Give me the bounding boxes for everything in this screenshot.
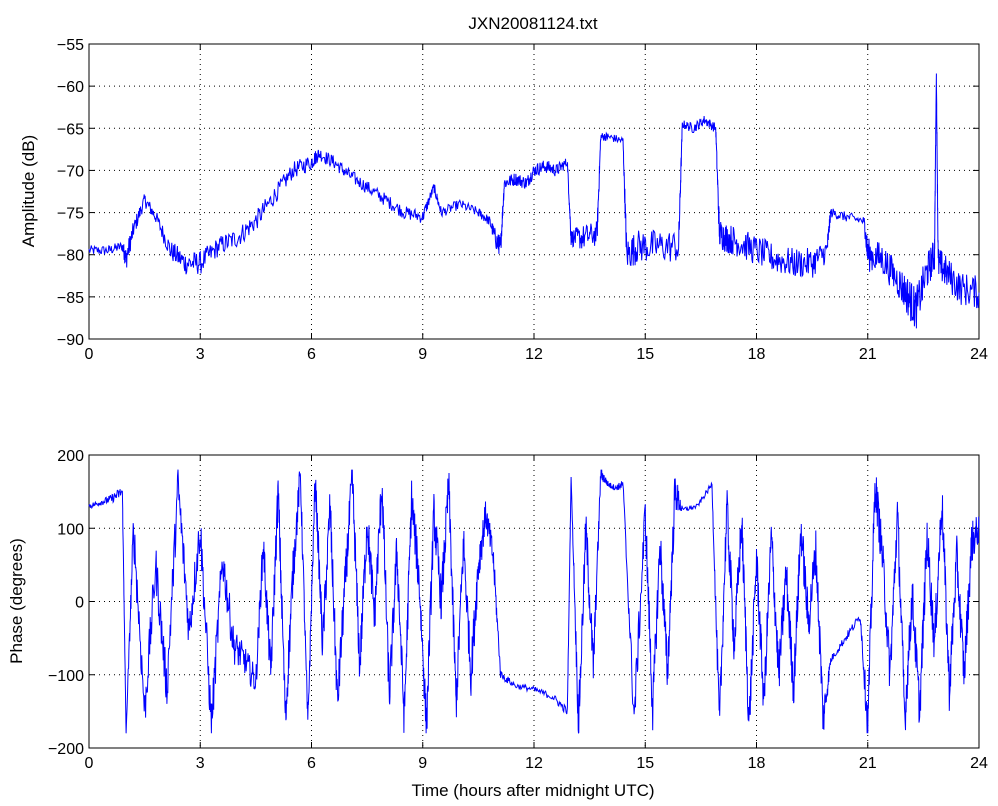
amplitude-ytick-label: −90 — [57, 332, 84, 349]
amplitude-series-line — [88, 73, 980, 329]
phase-series-line — [88, 469, 980, 734]
phase-xtick-label: 0 — [85, 755, 94, 772]
phase-ytick-label: −200 — [48, 741, 84, 758]
amplitude-xtick-label: 6 — [307, 346, 316, 363]
amplitude-xtick-label: 9 — [418, 346, 427, 363]
amplitude-xtick-label: 18 — [748, 346, 766, 363]
amplitude-ytick-label: −80 — [57, 248, 84, 265]
phase-gridlines — [89, 455, 979, 748]
amplitude-plot: 0 3 6 9 12 15 18 21 24 −55 −60 −65 −70 −75 −80 −85 −90 A… — [19, 37, 988, 363]
phase-ytick-label: 0 — [75, 595, 84, 612]
phase-ylabel: Phase (degrees) — [7, 538, 26, 664]
amplitude-xtick-label: 21 — [859, 346, 877, 363]
amplitude-xtick-label: 12 — [525, 346, 543, 363]
amplitude-ytick-label: −75 — [57, 206, 84, 223]
phase-ytick-label: 200 — [57, 448, 84, 465]
amplitude-ytick-label: −70 — [57, 163, 84, 180]
amplitude-ylabel: Amplitude (dB) — [19, 135, 38, 247]
amplitude-ytick-label: −55 — [57, 37, 84, 54]
phase-xtick-label: 24 — [970, 755, 988, 772]
phase-xtick-label: 12 — [525, 755, 543, 772]
phase-ytick-label: 100 — [57, 521, 84, 538]
phase-ticks: 0 3 6 9 12 15 18 21 24 200 100 0 −100 −200 — [48, 448, 988, 772]
figure-title: JXN20081124.txt — [468, 14, 597, 33]
phase-xtick-label: 18 — [748, 755, 766, 772]
phase-xlabel: Time (hours after midnight UTC) — [411, 781, 654, 800]
phase-xtick-label: 15 — [636, 755, 654, 772]
phase-xtick-label: 9 — [418, 755, 427, 772]
amplitude-ytick-label: −85 — [57, 290, 84, 307]
phase-xtick-label: 21 — [859, 755, 877, 772]
amplitude-xtick-label: 0 — [85, 346, 94, 363]
phase-xtick-label: 6 — [307, 755, 316, 772]
amplitude-xtick-label: 24 — [970, 346, 988, 363]
phase-plot: 0 3 6 9 12 15 18 21 24 200 100 0 −100 −200 Phase (deg… — [7, 448, 988, 800]
amplitude-xtick-label: 15 — [636, 346, 654, 363]
amplitude-ytick-label: −65 — [57, 121, 84, 138]
amplitude-ticks: 0 3 6 9 12 15 18 21 24 −55 −60 −65 −70 −75 −80 −85 −90 — [57, 37, 988, 363]
phase-xtick-label: 3 — [196, 755, 205, 772]
amplitude-ytick-label: −60 — [57, 79, 84, 96]
phase-ytick-label: −100 — [48, 668, 84, 685]
amplitude-xtick-label: 3 — [196, 346, 205, 363]
